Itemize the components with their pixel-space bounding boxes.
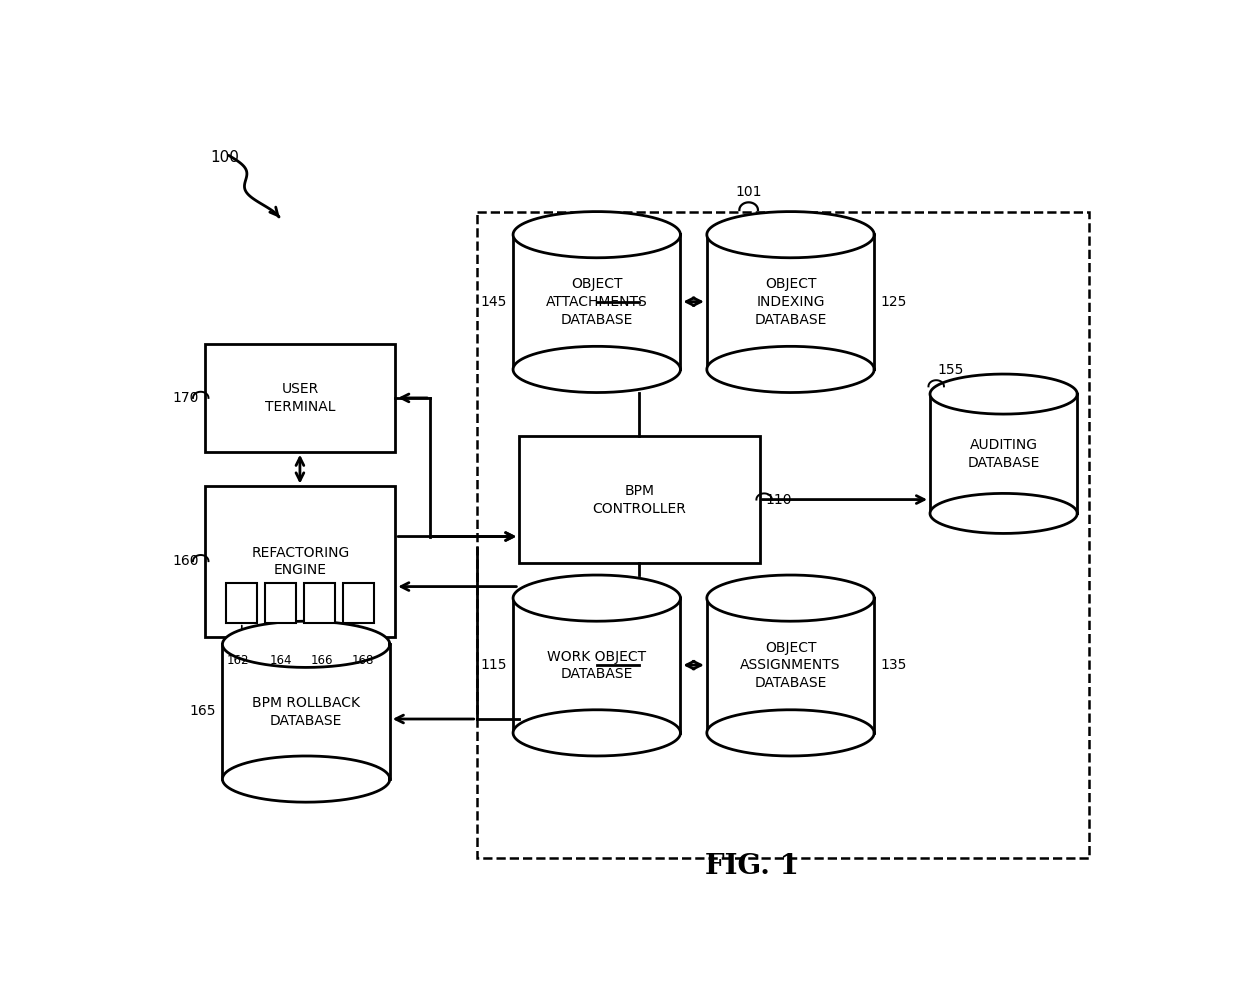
Text: 166: 166 — [311, 654, 334, 667]
Text: AUDITING
DATABASE: AUDITING DATABASE — [967, 438, 1040, 470]
Text: OBJECT
ASSIGNMENTS
DATABASE: OBJECT ASSIGNMENTS DATABASE — [740, 641, 841, 690]
Bar — [206, 487, 396, 637]
Polygon shape — [707, 346, 874, 392]
Text: 101: 101 — [735, 185, 761, 199]
Polygon shape — [513, 710, 681, 756]
Polygon shape — [707, 575, 874, 622]
Text: 165: 165 — [190, 704, 216, 718]
Text: 170: 170 — [172, 391, 200, 405]
Polygon shape — [222, 644, 389, 779]
Text: REFACTORING
ENGINE: REFACTORING ENGINE — [252, 545, 350, 577]
Polygon shape — [707, 211, 874, 258]
Polygon shape — [513, 346, 681, 392]
Polygon shape — [707, 234, 874, 369]
Bar — [226, 582, 258, 623]
Bar — [265, 582, 296, 623]
Text: BPM ROLLBACK
DATABASE: BPM ROLLBACK DATABASE — [252, 696, 360, 727]
Polygon shape — [707, 710, 874, 756]
Text: 155: 155 — [937, 363, 965, 377]
Polygon shape — [930, 374, 1078, 414]
Text: 110: 110 — [766, 493, 792, 507]
Polygon shape — [930, 493, 1078, 533]
Polygon shape — [707, 599, 874, 732]
Bar — [304, 582, 335, 623]
Text: 100: 100 — [211, 150, 239, 165]
Text: 162: 162 — [226, 654, 249, 667]
Text: 164: 164 — [269, 654, 291, 667]
Text: FIG. 1: FIG. 1 — [704, 852, 799, 879]
Text: 115: 115 — [480, 658, 507, 672]
Text: OBJECT
ATTACHMENTS
DATABASE: OBJECT ATTACHMENTS DATABASE — [546, 278, 647, 327]
Polygon shape — [513, 211, 681, 258]
Polygon shape — [513, 575, 681, 622]
Polygon shape — [930, 394, 1078, 513]
Text: 145: 145 — [480, 295, 507, 309]
Polygon shape — [513, 599, 681, 732]
Text: BPM
CONTROLLER: BPM CONTROLLER — [593, 484, 686, 516]
Text: 168: 168 — [351, 654, 373, 667]
Text: 160: 160 — [172, 554, 200, 568]
Text: 135: 135 — [880, 658, 906, 672]
Polygon shape — [513, 234, 681, 369]
Bar — [520, 437, 759, 563]
Text: USER
TERMINAL: USER TERMINAL — [265, 382, 336, 413]
Bar — [206, 344, 396, 452]
Polygon shape — [222, 756, 389, 802]
Polygon shape — [222, 622, 389, 667]
Text: 125: 125 — [880, 295, 906, 309]
Bar — [476, 211, 1089, 858]
Text: OBJECT
INDEXING
DATABASE: OBJECT INDEXING DATABASE — [754, 278, 827, 327]
Text: WORK OBJECT
DATABASE: WORK OBJECT DATABASE — [547, 650, 646, 681]
Bar — [342, 582, 373, 623]
